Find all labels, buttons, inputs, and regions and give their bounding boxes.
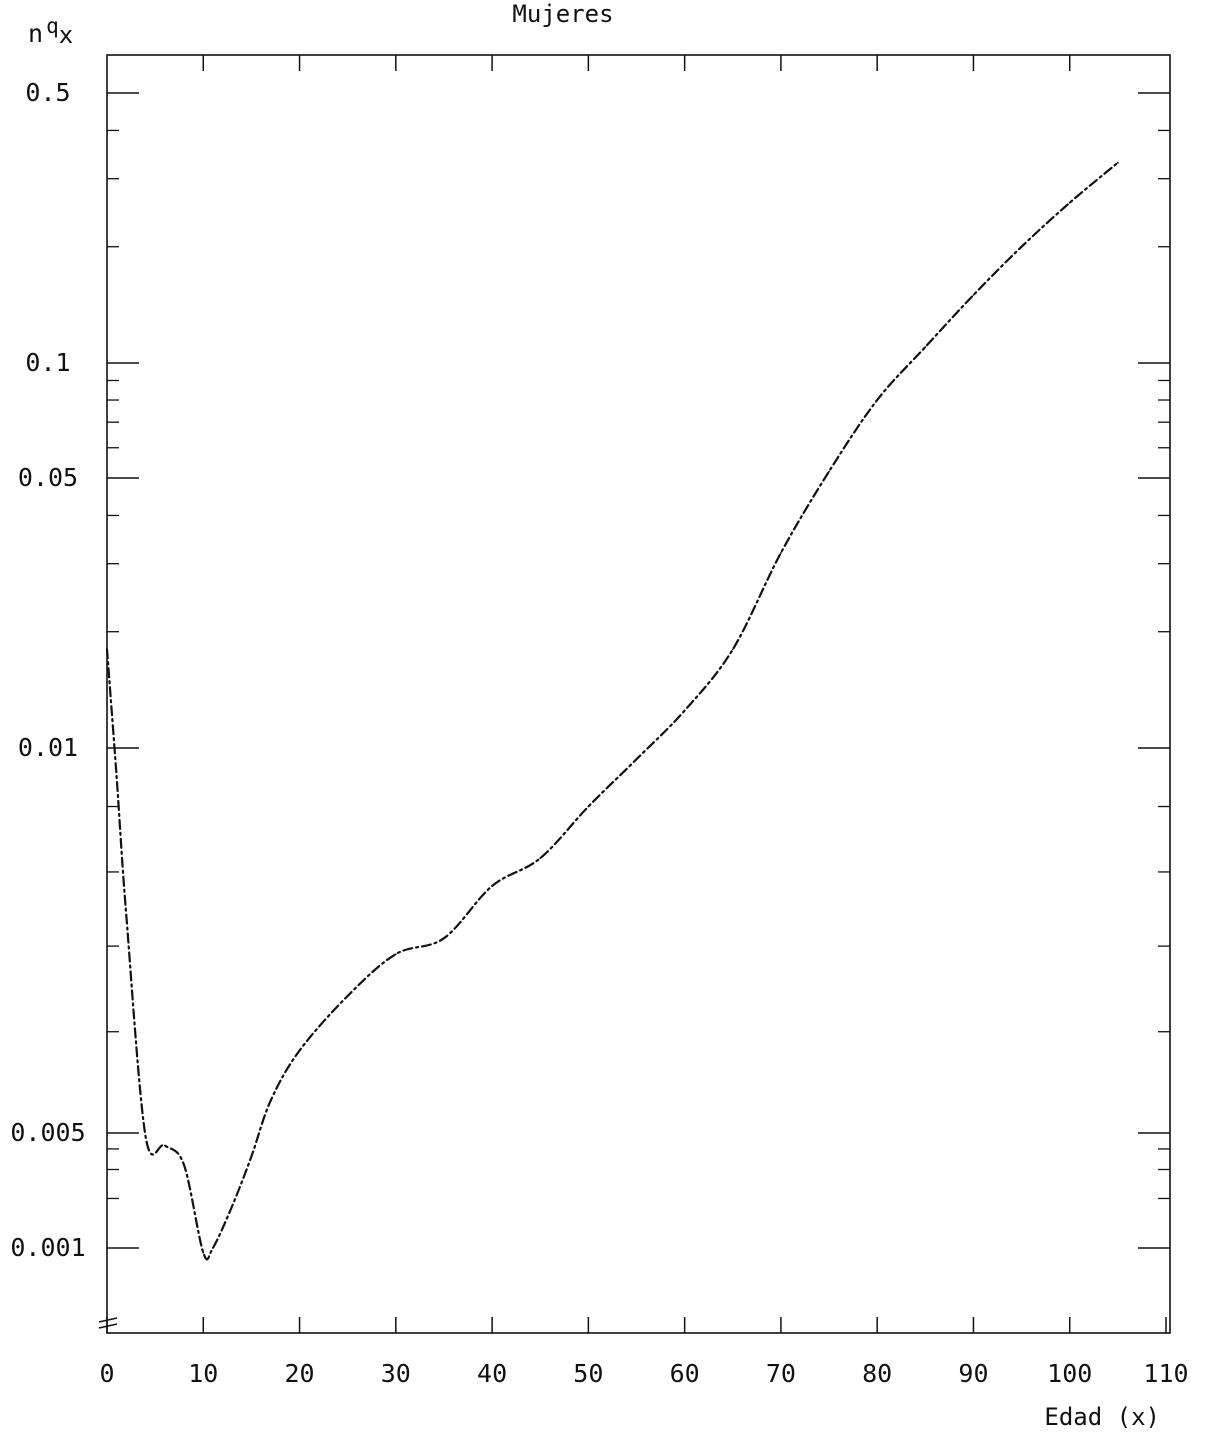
x-tick-label: 90: [958, 1359, 988, 1388]
data-point: [539, 857, 542, 860]
data-point: [587, 805, 590, 808]
data-point: [443, 937, 445, 940]
y-tick-label: 0.005: [10, 1118, 85, 1147]
axis-labels: Mujeres n qx Edad (x): [28, 0, 1160, 1431]
data-point: [183, 1164, 185, 1166]
data-point: [731, 648, 734, 651]
data-point: [491, 885, 493, 887]
y-axis-label: n qx: [28, 14, 73, 49]
data-point: [683, 709, 686, 712]
data-point: [828, 470, 830, 473]
y-tick-label: 0.01: [18, 733, 78, 762]
x-tick-label: 10: [188, 1359, 218, 1388]
data-point: [106, 648, 108, 651]
chart-title: Mujeres: [512, 0, 613, 28]
data-point: [231, 1205, 234, 1207]
x-tick-label: 110: [1143, 1359, 1188, 1388]
x-tick-label: 40: [477, 1359, 507, 1388]
y-tick-label: 0.5: [25, 78, 70, 107]
y-axis-label-main: n: [28, 19, 43, 48]
data-point: [269, 1099, 272, 1102]
data-point: [924, 346, 927, 348]
y-axis-ticks: 0.5 0.1 0.05 0.01 0.005 0.001: [10, 78, 1170, 1262]
x-tick-label: 60: [670, 1359, 700, 1388]
data-point: [163, 1144, 166, 1147]
y-axis-label-sub: x: [59, 21, 73, 49]
data-point: [298, 1049, 301, 1052]
data-point: [125, 914, 128, 917]
plot-border: [106, 54, 1171, 1334]
axis-break-mark: [98, 1317, 118, 1329]
x-tick-label: 0: [99, 1359, 114, 1388]
data-point: [144, 1135, 147, 1137]
x-tick-label: 30: [381, 1359, 411, 1388]
plot-frame: [98, 54, 1171, 1334]
x-axis-ticks: 0 10 20 30 40 50 60 70 80 90 100 110: [99, 55, 1189, 1388]
y-tick-label: 0.1: [25, 348, 70, 377]
x-tick-label: 20: [284, 1359, 314, 1388]
x-tick-label: 80: [862, 1359, 892, 1388]
data-point: [780, 552, 782, 554]
data-point: [1020, 245, 1023, 248]
series-line: [105, 161, 1119, 1261]
data-point: [635, 758, 638, 761]
x-tick-label: 50: [573, 1359, 603, 1388]
x-axis-label: Edad (x): [1044, 1403, 1160, 1431]
data-point: [212, 1247, 214, 1249]
x-tick-label: 70: [766, 1359, 796, 1388]
series-group: [105, 161, 1119, 1261]
data-point: [115, 775, 118, 778]
data-point: [1068, 201, 1071, 204]
data-point: [346, 995, 349, 997]
y-tick-label: 0.05: [18, 463, 78, 492]
y-axis-label-sup: q: [46, 14, 59, 38]
x-tick-label: 100: [1047, 1359, 1092, 1388]
data-point: [876, 399, 879, 401]
data-point: [250, 1155, 253, 1158]
data-point: [1117, 161, 1119, 164]
data-point: [972, 294, 975, 296]
y-tick-label: 0.001: [10, 1233, 85, 1262]
data-point: [202, 1251, 205, 1254]
data-point: [394, 953, 397, 955]
